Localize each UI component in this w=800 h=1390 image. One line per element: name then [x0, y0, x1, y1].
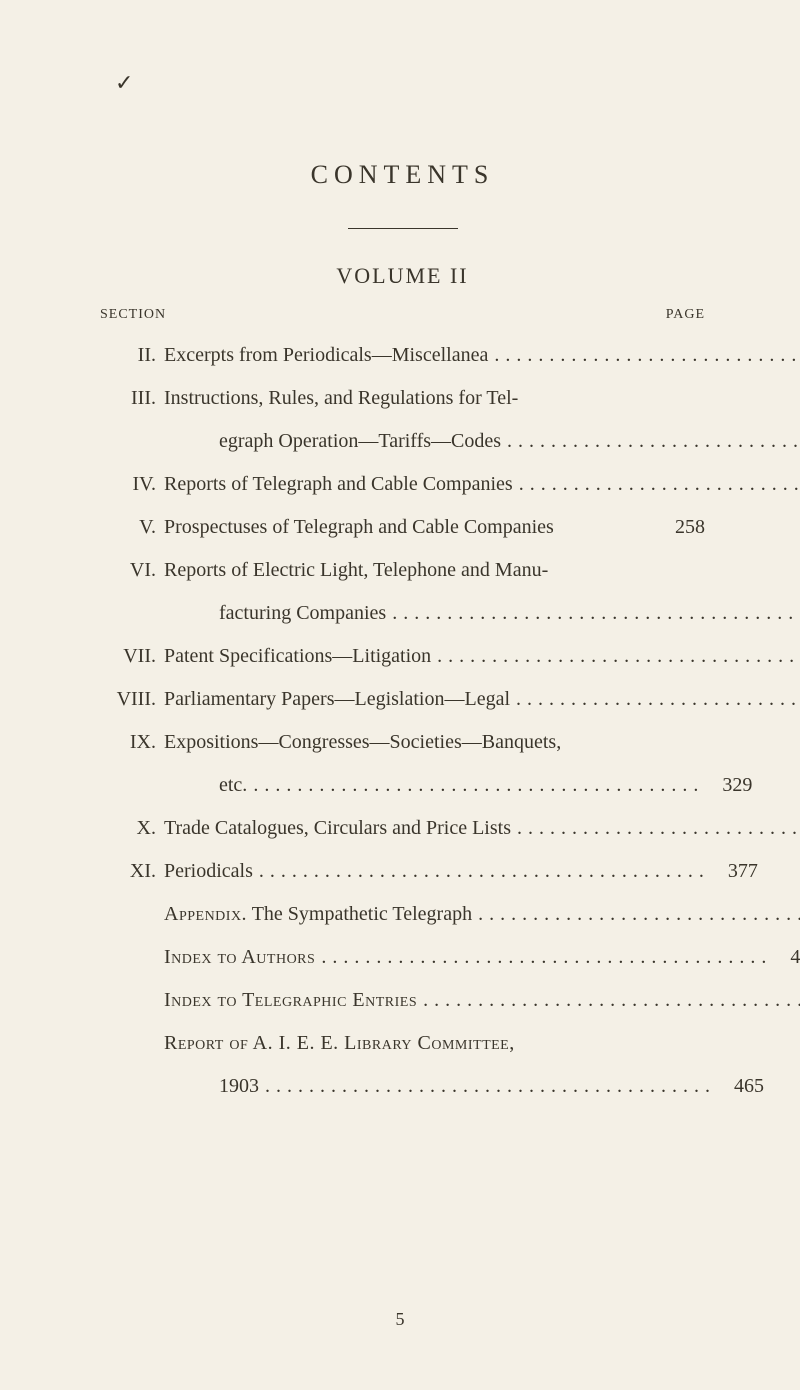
toc-entry: XI.Periodicals..........................… — [100, 853, 705, 890]
table-of-contents: II.Excerpts from Periodicals—Miscellanea… — [100, 337, 705, 1105]
entry-content: Appendix. The Sympathetic Telegraph.....… — [164, 896, 800, 933]
entry-text: Expositions—Congresses—Societies—Banquet… — [164, 724, 561, 761]
toc-entry: VIII.Parliamentary Papers—Legislation—Le… — [100, 681, 705, 718]
section-numeral: VII. — [100, 638, 164, 675]
entry-content: facturing Companies.....................… — [164, 595, 800, 632]
entry-content: Patent Specifications—Litigation........… — [164, 638, 800, 675]
entry-content: Trade Catalogues, Circulars and Price Li… — [164, 810, 800, 847]
toc-entry: III.Instructions, Rules, and Regulations… — [100, 380, 705, 417]
entry-page: 465 — [716, 1068, 764, 1105]
toc-entry: 1903....................................… — [100, 1068, 705, 1105]
entry-content: Report of A. I. E. E. Library Committee, — [164, 1025, 705, 1062]
entry-content: Index to Authors........................… — [164, 939, 800, 976]
leader-dots: ........................................… — [253, 853, 710, 890]
entry-content: Parliamentary Papers—Legislation—Legal..… — [164, 681, 800, 718]
entry-page: 421 — [772, 939, 800, 976]
entry-text: Reports of Electric Light, Telephone and… — [164, 552, 548, 589]
leader-dots: ........................................… — [417, 982, 800, 1019]
section-numeral: IV. — [100, 466, 164, 503]
entry-text: Trade Catalogues, Circulars and Price Li… — [164, 810, 511, 847]
entry-text: egraph Operation—Tariffs—Codes — [219, 423, 501, 460]
entry-text: Prospectuses of Telegraph and Cable Comp… — [164, 509, 554, 546]
entry-content: Index to Telegraphic Entries............… — [164, 982, 800, 1019]
entry-content: 1903....................................… — [164, 1068, 764, 1105]
leader-dots: ........................................… — [431, 638, 800, 675]
entry-content: Reports of Telegraph and Cable Companies… — [164, 466, 800, 503]
toc-entry: Index to Telegraphic Entries............… — [100, 982, 705, 1019]
section-numeral: II. — [100, 337, 164, 374]
entry-text: Patent Specifications—Litigation — [164, 638, 431, 675]
entry-text: Parliamentary Papers—Legislation—Legal — [164, 681, 510, 718]
entry-content: Reports of Electric Light, Telephone and… — [164, 552, 705, 589]
entry-text: 1903 — [219, 1068, 259, 1105]
tick-mark: ✓ — [115, 70, 133, 96]
entry-text: Reports of Telegraph and Cable Companies — [164, 466, 513, 503]
toc-entry: facturing Companies.....................… — [100, 595, 705, 632]
leader-dots: ........................................… — [259, 1068, 716, 1105]
entry-text: etc. — [219, 767, 247, 804]
toc-entry: X.Trade Catalogues, Circulars and Price … — [100, 810, 705, 847]
entry-content: egraph Operation—Tariffs—Codes..........… — [164, 423, 800, 460]
entry-text: facturing Companies — [219, 595, 386, 632]
contents-title: CONTENTS — [100, 160, 705, 190]
section-numeral: V. — [100, 509, 164, 546]
toc-entry: IV.Reports of Telegraph and Cable Compan… — [100, 466, 705, 503]
title-divider — [348, 228, 458, 229]
entry-page: 258 — [657, 509, 705, 546]
section-numeral: III. — [100, 380, 164, 417]
toc-entry: Appendix. The Sympathetic Telegraph.....… — [100, 896, 705, 933]
toc-entry: VI.Reports of Electric Light, Telephone … — [100, 552, 705, 589]
leader-dots: ........................................… — [488, 337, 800, 374]
entry-content: etc.....................................… — [164, 767, 752, 804]
toc-entry: etc.....................................… — [100, 767, 705, 804]
section-header: SECTION — [100, 307, 166, 323]
entry-content: Instructions, Rules, and Regulations for… — [164, 380, 705, 417]
entry-page: 377 — [710, 853, 758, 890]
leader-dots: ........................................… — [472, 896, 800, 933]
volume-label: VOLUME II — [100, 263, 705, 289]
leader-dots: ........................................… — [510, 681, 800, 718]
section-numeral: XI. — [100, 853, 164, 890]
section-numeral: IX. — [100, 724, 164, 761]
entry-text: Index to Telegraphic Entries — [164, 982, 417, 1019]
page-number-footer: 5 — [0, 1309, 800, 1330]
page-header: PAGE — [666, 307, 705, 323]
leader-dots: ........................................… — [386, 595, 800, 632]
leader-dots: ........................................… — [315, 939, 772, 976]
toc-entry: V.Prospectuses of Telegraph and Cable Co… — [100, 509, 705, 546]
toc-entry: VII.Patent Specifications—Litigation....… — [100, 638, 705, 675]
leader-dots: ........................................… — [511, 810, 800, 847]
toc-entry: IX.Expositions—Congresses—Societies—Banq… — [100, 724, 705, 761]
entry-text: Report of A. I. E. E. Library Committee, — [164, 1025, 515, 1062]
section-numeral: X. — [100, 810, 164, 847]
toc-entry: II.Excerpts from Periodicals—Miscellanea… — [100, 337, 705, 374]
entry-content: Prospectuses of Telegraph and Cable Comp… — [164, 509, 705, 546]
entry-text: Index to Authors — [164, 939, 315, 976]
entry-text: Excerpts from Periodicals—Miscellanea — [164, 337, 488, 374]
entry-text: Appendix. The Sympathetic Telegraph — [164, 896, 472, 933]
toc-entry: egraph Operation—Tariffs—Codes..........… — [100, 423, 705, 460]
entry-text: Instructions, Rules, and Regulations for… — [164, 380, 518, 417]
column-headers: SECTION PAGE — [100, 307, 705, 323]
toc-entry: Index to Authors........................… — [100, 939, 705, 976]
entry-content: Excerpts from Periodicals—Miscellanea...… — [164, 337, 800, 374]
section-numeral: VIII. — [100, 681, 164, 718]
entry-content: Periodicals.............................… — [164, 853, 758, 890]
toc-entry: Report of A. I. E. E. Library Committee, — [100, 1025, 705, 1062]
entry-page: 329 — [704, 767, 752, 804]
leader-dots: ........................................… — [247, 767, 704, 804]
leader-dots: ........................................… — [501, 423, 800, 460]
section-numeral: VI. — [100, 552, 164, 589]
entry-content: Expositions—Congresses—Societies—Banquet… — [164, 724, 705, 761]
entry-text: Periodicals — [164, 853, 253, 890]
leader-dots: ........................................… — [513, 466, 800, 503]
